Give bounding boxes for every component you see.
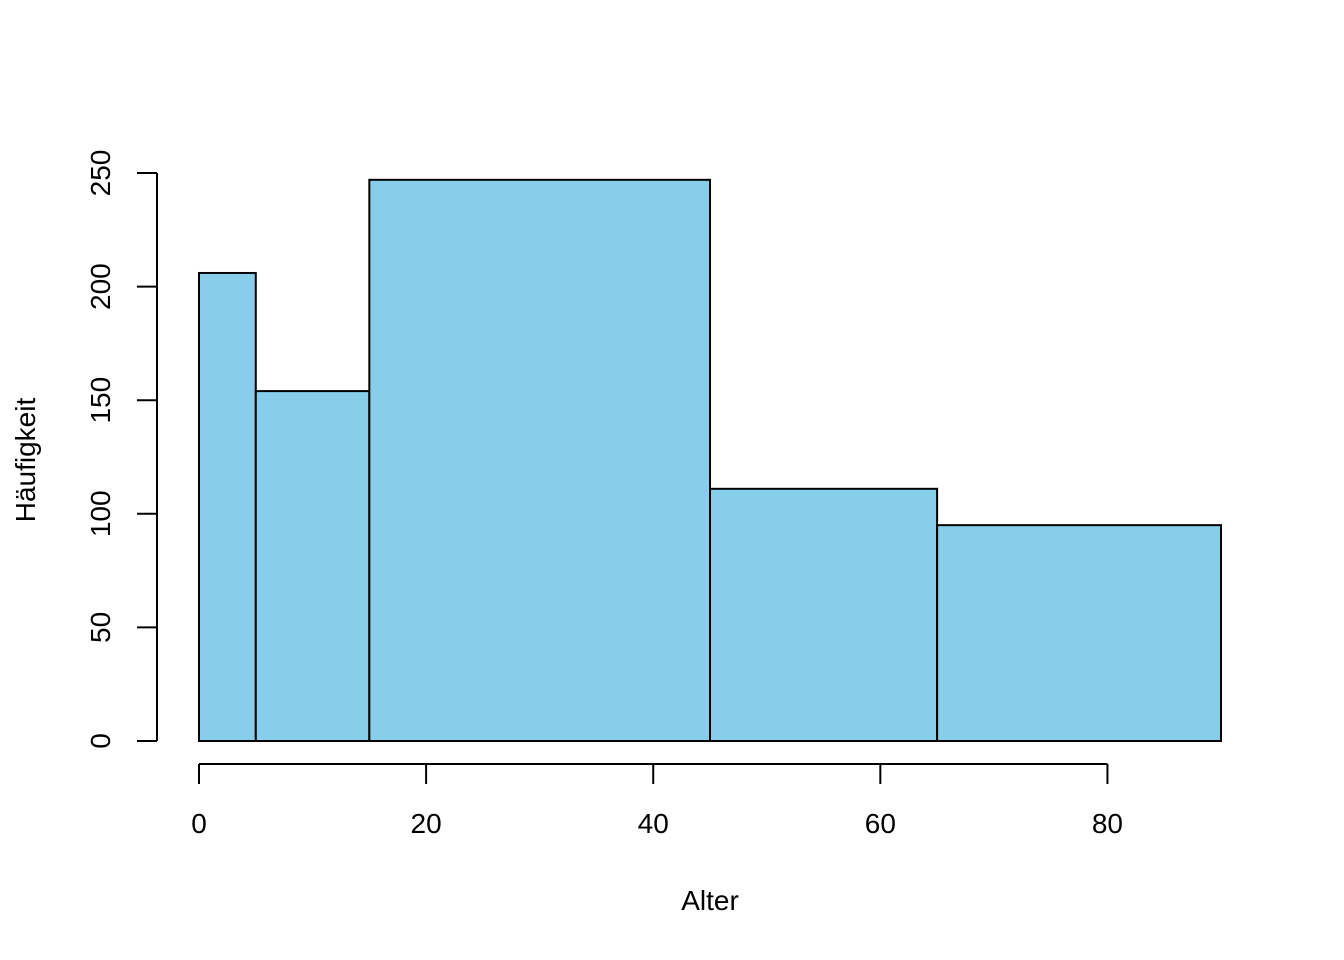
- y-tick-label: 50: [85, 612, 116, 643]
- x-tick-label: 80: [1092, 808, 1123, 839]
- y-tick-label: 250: [85, 150, 116, 197]
- y-axis-label: Häufigkeit: [10, 398, 41, 523]
- bar: [368, 178, 711, 743]
- bar: [709, 487, 939, 743]
- bar: [254, 390, 371, 742]
- x-tick-label: 60: [865, 808, 896, 839]
- y-tick-label: 200: [85, 263, 116, 310]
- x-tick-label: 40: [638, 808, 669, 839]
- bar: [198, 271, 257, 742]
- x-axis-label: Alter: [681, 885, 739, 916]
- bar: [936, 524, 1222, 742]
- x-tick-label: 20: [411, 808, 442, 839]
- x-tick-label: 0: [191, 808, 207, 839]
- y-tick-label: 150: [85, 377, 116, 424]
- y-tick-label: 100: [85, 490, 116, 537]
- y-tick-label: 0: [85, 733, 116, 749]
